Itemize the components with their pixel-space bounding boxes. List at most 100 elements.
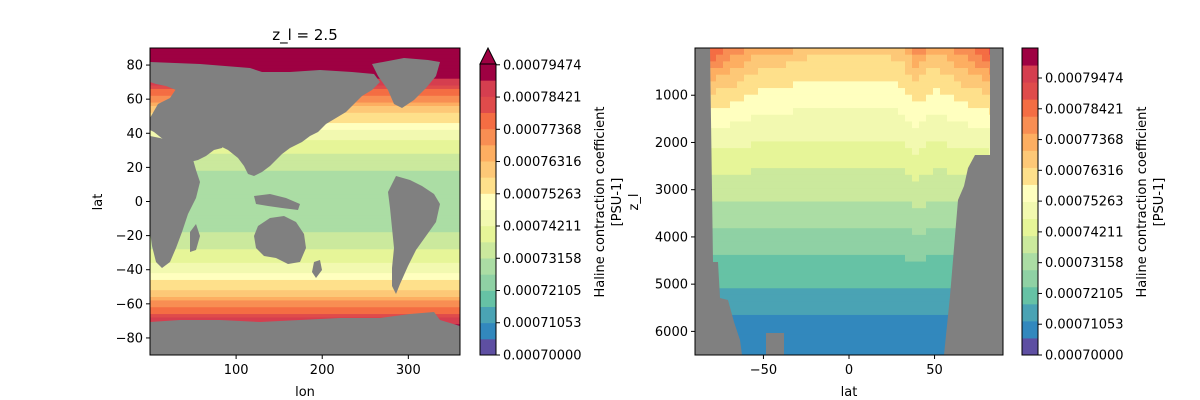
section-cell: [863, 234, 871, 243]
section-cell: [779, 181, 787, 189]
section-cell: [737, 274, 745, 283]
section-cell: [765, 168, 773, 176]
section-cell: [744, 141, 752, 149]
section-cell: [779, 168, 787, 176]
section-cell: [898, 221, 906, 229]
section-cell: [947, 241, 955, 249]
section-cell: [856, 294, 864, 303]
section-cell: [919, 308, 927, 316]
section-cell: [947, 221, 955, 229]
colorbar-tick-label: 0.00077368: [503, 123, 582, 138]
section-cell: [933, 268, 941, 276]
section-cell: [800, 74, 808, 82]
map-band: [150, 221, 460, 226]
map-land: [150, 58, 460, 355]
section-cell: [835, 254, 843, 263]
section-cell: [877, 334, 885, 343]
section-cell: [884, 134, 892, 143]
section-cell: [954, 154, 962, 163]
section-cell: [828, 341, 836, 349]
section-cell: [961, 174, 969, 183]
section-cell: [751, 81, 759, 89]
section-cell: [807, 148, 815, 156]
section-cell: [723, 134, 731, 143]
section-cell: [968, 94, 976, 102]
section-cell: [744, 234, 752, 243]
section-cell: [786, 154, 794, 163]
section-cell: [814, 181, 822, 189]
section-cell: [926, 148, 934, 156]
section-cell: [919, 48, 927, 56]
section-cell: [919, 214, 927, 223]
section-cell: [870, 221, 878, 229]
section-cell: [926, 268, 934, 276]
section-cell: [814, 321, 822, 329]
section-cell: [898, 61, 906, 69]
section-cell: [772, 154, 780, 163]
section-cell: [933, 261, 941, 269]
map-colorbar: 0.000700000.000710530.000721050.00073158…: [479, 46, 625, 364]
section-cell: [870, 234, 878, 243]
section-cell: [849, 108, 857, 116]
section-cell: [814, 268, 822, 276]
section-cell: [751, 174, 759, 183]
section-cell: [842, 154, 850, 163]
section-cell: [912, 101, 920, 109]
section-cell: [863, 114, 871, 123]
section-cell: [877, 134, 885, 143]
y-tick-label: 4000: [655, 230, 688, 245]
section-cell: [877, 174, 885, 183]
section-cell: [912, 254, 920, 263]
section-cell: [856, 228, 864, 236]
section-cell: [863, 134, 871, 143]
section-cell: [723, 188, 731, 196]
section-cell: [877, 348, 885, 355]
section-cell: [884, 321, 892, 329]
section-cell: [751, 154, 759, 163]
section-cell: [926, 48, 934, 56]
section-cell: [954, 68, 962, 76]
section-cell: [884, 74, 892, 82]
section-cell: [912, 201, 920, 209]
section-cell: [800, 334, 808, 343]
section-cell: [856, 281, 864, 289]
section-cell: [905, 48, 913, 56]
section-cell: [723, 94, 731, 102]
section-cell: [982, 68, 990, 76]
section-cell: [751, 68, 759, 76]
section-cell: [877, 168, 885, 176]
section-cell: [849, 228, 857, 236]
map-band: [150, 215, 460, 220]
section-cell: [912, 174, 920, 183]
section-cell: [835, 188, 843, 196]
section-cell: [779, 241, 787, 249]
section-cell: [828, 114, 836, 123]
section-cell: [905, 101, 913, 109]
section-cell: [737, 121, 745, 129]
section-cell: [912, 154, 920, 163]
section-cell: [905, 321, 913, 329]
x-tick-label: 50: [926, 363, 943, 378]
section-cell: [877, 54, 885, 62]
section-cell: [723, 214, 731, 223]
section-cell: [898, 174, 906, 183]
section-cell: [926, 281, 934, 289]
section-cell: [912, 61, 920, 69]
map-band: [150, 167, 460, 172]
section-cell: [751, 88, 759, 96]
section-cell: [884, 108, 892, 116]
section-cell: [919, 108, 927, 116]
section-cell: [737, 141, 745, 149]
section-cell: [765, 54, 773, 62]
section-cell: [856, 274, 864, 283]
section-cell: [744, 114, 752, 123]
section-cell: [968, 74, 976, 82]
section-cell: [842, 348, 850, 355]
colorbar-tick-label: 0.00071053: [1045, 318, 1124, 333]
section-cell: [912, 234, 920, 243]
section-cell: [940, 248, 948, 256]
section-cell: [905, 168, 913, 176]
section-cell: [940, 314, 948, 323]
section-cell: [772, 328, 780, 336]
section-cell: [737, 201, 745, 209]
